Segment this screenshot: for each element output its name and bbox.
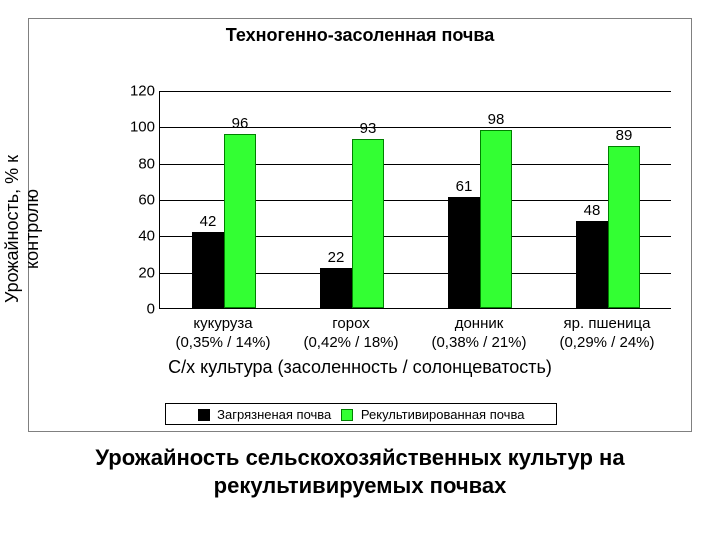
y-axis-label: Урожайность, % к контролю xyxy=(3,155,43,303)
bar-value-label: 42 xyxy=(188,213,228,230)
x-category-label: донник(0,38% / 21%) xyxy=(415,315,543,353)
y-tick-label: 80 xyxy=(125,155,155,172)
bar-value-label: 61 xyxy=(444,178,484,195)
x-category-label: яр. пшеница(0,29% / 24%) xyxy=(543,315,671,353)
slide: Техногенно-засоленная почва Урожайность,… xyxy=(0,0,720,540)
bar-value-label: 93 xyxy=(348,120,388,137)
legend: Загрязненая почва Рекультивированная поч… xyxy=(165,403,557,425)
bar xyxy=(320,268,352,308)
bar-value-label: 98 xyxy=(476,111,516,128)
plot-area: 42 96 22 93 61 98 48 89 xyxy=(159,91,671,309)
bar-value-label: 96 xyxy=(220,115,260,132)
legend-item: Загрязненая почва xyxy=(198,407,332,422)
chart-frame: Техногенно-засоленная почва Урожайность,… xyxy=(28,18,692,432)
caption-line: Урожайность сельскохозяйственных культур… xyxy=(95,445,624,470)
bar xyxy=(480,130,512,308)
bar xyxy=(352,139,384,308)
legend-item: Рекультивированная почва xyxy=(341,407,524,422)
legend-swatch-icon xyxy=(198,409,210,421)
bar xyxy=(224,134,256,308)
x-category-label: горох(0,42% / 18%) xyxy=(287,315,415,353)
y-tick-label: 0 xyxy=(125,301,155,318)
y-tick-label: 100 xyxy=(125,119,155,136)
chart-title: Техногенно-засоленная почва xyxy=(29,25,691,46)
bar xyxy=(576,221,608,308)
x-axis-label: С/х культура (засоленность / солонцевато… xyxy=(29,357,691,378)
y-tick-label: 40 xyxy=(125,228,155,245)
y-tick-label: 120 xyxy=(125,83,155,100)
bar xyxy=(448,197,480,308)
y-tick-label: 20 xyxy=(125,264,155,281)
bar-value-label: 22 xyxy=(316,249,356,266)
caption: Урожайность сельскохозяйственных культур… xyxy=(0,444,720,499)
legend-swatch-icon xyxy=(341,409,353,421)
legend-label: Загрязненая почва xyxy=(217,407,331,422)
bar-value-label: 48 xyxy=(572,202,612,219)
caption-line: рекультивируемых почвах xyxy=(214,473,507,498)
bar-value-label: 89 xyxy=(604,127,644,144)
bar xyxy=(608,146,640,308)
legend-label: Рекультивированная почва xyxy=(361,407,525,422)
y-tick-label: 60 xyxy=(125,192,155,209)
bar xyxy=(192,232,224,308)
gridline xyxy=(160,91,671,92)
x-category-label: кукуруза(0,35% / 14%) xyxy=(159,315,287,353)
